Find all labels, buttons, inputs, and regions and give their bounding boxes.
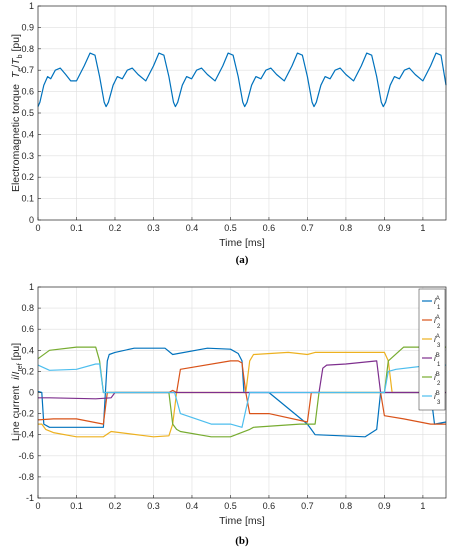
torque-chart: 0 0.1 0.2 0.3 0.4 0.5 0.6 0.7 0.8 0.9 1 0 0.1 0.2 0.3…: [10, 1, 447, 266]
x-axis-label-b: Time [ms]: [219, 515, 265, 527]
y-axis-label-a: Electromagnetic torqueTe/Tb[pu]: [10, 34, 24, 192]
legend-label-iA2: iA 2: [434, 315, 441, 330]
x-tick-label: 0.4: [186, 501, 199, 511]
x-tick-label: 0: [35, 501, 40, 511]
legend-b: iA 1 iA 2 iA 3 iB 1 iB 2 iB 3: [418, 288, 446, 411]
y-ticks-b: -1 -0.8 -0.6 -0.4 -0.2 0 0.2 0.4 0.6 0.8 1: [18, 282, 41, 503]
y-tick-label: 0.2: [21, 366, 34, 376]
x-tick-label: 0.6: [263, 501, 276, 511]
y-tick-label: 0.6: [21, 87, 34, 97]
y-tick-label: 0.3: [21, 151, 34, 161]
y-tick-label: -0.2: [18, 409, 34, 419]
y-tick-label: 0.5: [21, 108, 34, 118]
x-tick-label: 0.3: [147, 501, 160, 511]
y-tick-label: 1: [29, 282, 34, 292]
legend-label-iA1: iA 1: [434, 296, 441, 311]
series-group-a: [37, 52, 447, 108]
legend-label-iB3: iB 3: [434, 391, 441, 406]
y-tick-label: 0: [29, 388, 34, 398]
x-axis-label-a: Time [ms]: [219, 237, 265, 249]
x-tick-label: 0.5: [224, 501, 237, 511]
caption-a: (a): [236, 254, 249, 266]
y-tick-label: 0.7: [21, 65, 34, 75]
legend-box: [418, 288, 446, 411]
y-tick-label: 0.6: [21, 324, 34, 334]
y-tick-label: 0.9: [21, 22, 34, 32]
y-tick-label: -0.4: [18, 430, 34, 440]
y-axis-label-b: Line currenti/Iref[pu]: [10, 343, 24, 441]
y-tick-label: 1: [29, 1, 34, 11]
x-tick-label: 0.4: [186, 223, 199, 233]
y-tick-label: 0: [29, 215, 34, 225]
x-ticks-b: 0 0.1 0.2 0.3 0.4 0.5 0.6 0.7 0.8 0.9 1: [35, 495, 425, 511]
legend-label-iA3: iA 3: [434, 334, 441, 349]
x-tick-label: 0.6: [263, 223, 276, 233]
x-tick-label: 0: [35, 223, 40, 233]
series-line-iA1: [37, 347, 447, 438]
x-tick-label: 0.2: [109, 223, 122, 233]
y-tick-label: 0.8: [21, 303, 34, 313]
current-chart: 0 0.1 0.2 0.3 0.4 0.5 0.6 0.7 0.8 0.9 1 -1 -0.8 -0.6…: [10, 282, 447, 547]
x-tick-label: 0.3: [147, 223, 160, 233]
x-tick-label: 0.9: [378, 223, 391, 233]
y-tick-label: 0.8: [21, 44, 34, 54]
x-tick-label: 1: [420, 501, 425, 511]
y-tick-label: 0.4: [21, 345, 34, 355]
caption-b: (b): [235, 535, 249, 547]
y-tick-label: -0.8: [18, 472, 34, 482]
y-tick-label: 0.4: [21, 129, 34, 139]
y-tick-label: -1: [26, 493, 34, 503]
x-tick-label: 0.5: [224, 223, 237, 233]
x-tick-label: 0.8: [340, 223, 353, 233]
series-line-torque: [37, 52, 447, 108]
y-tick-label: 0.1: [21, 194, 34, 204]
y-tick-label: 0.2: [21, 172, 34, 182]
series-group-b: [37, 346, 447, 438]
x-tick-label: 0.9: [378, 501, 391, 511]
legend-label-iB1: iB 1: [434, 353, 441, 368]
x-ticks-a: 0 0.1 0.2 0.3 0.4 0.5 0.6 0.7 0.8 0.9 1: [35, 217, 425, 233]
y-tick-label: -0.6: [18, 451, 34, 461]
series-line-iB3: [37, 363, 447, 428]
x-tick-label: 0.1: [70, 223, 83, 233]
x-tick-label: 0.7: [301, 223, 314, 233]
y-ticks-a: 0 0.1 0.2 0.3 0.4 0.5 0.6 0.7 0.8 0.9 1: [21, 1, 41, 225]
x-tick-label: 0.8: [340, 501, 353, 511]
x-tick-label: 0.1: [70, 501, 83, 511]
x-tick-label: 1: [420, 223, 425, 233]
legend-label-iB2: iB 2: [434, 372, 441, 387]
x-tick-label: 0.7: [301, 501, 314, 511]
x-tick-label: 0.2: [109, 501, 122, 511]
